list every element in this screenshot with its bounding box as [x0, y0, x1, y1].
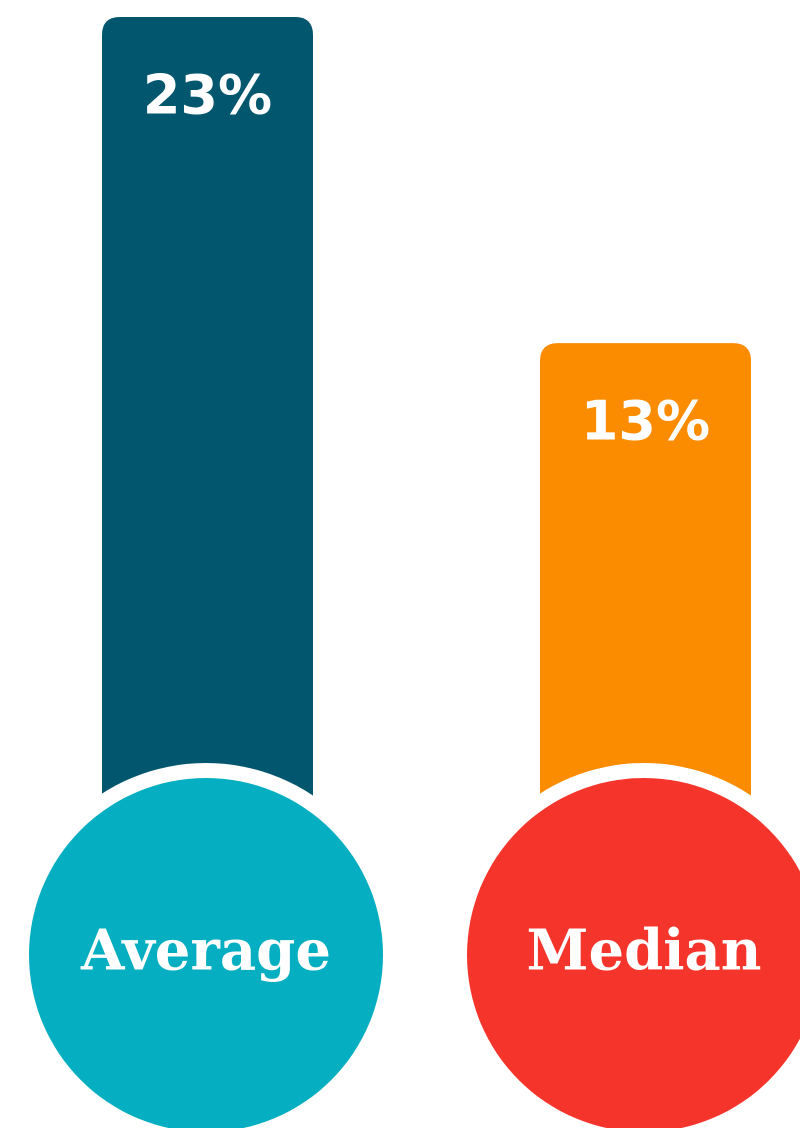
category-label: Average: [80, 918, 331, 984]
bar: [540, 343, 751, 840]
bar: [102, 17, 313, 840]
label-circle: [29, 778, 383, 1128]
value-label: 23%: [143, 64, 272, 127]
value-label: 13%: [581, 390, 710, 453]
label-circle: [467, 778, 800, 1128]
category-label: Median: [526, 918, 761, 984]
